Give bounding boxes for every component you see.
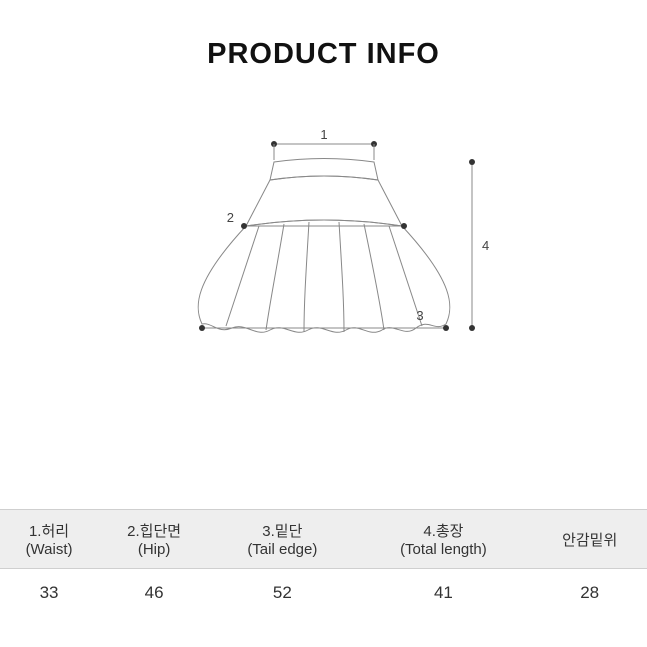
val-1: 46 (98, 569, 210, 618)
val-3: 41 (355, 569, 533, 618)
size-diagram: 1 2 3 4 (0, 122, 647, 362)
dim-3: 3 (199, 308, 449, 331)
pleat-3 (304, 222, 309, 332)
size-table-head: 1.허리 (Waist) 2.힙단면 (Hip) 3.밑단 (Tail edge… (0, 510, 647, 569)
pleat-4 (339, 222, 344, 332)
product-info-card: { "title": { "text": "PRODUCT INFO", "fo… (0, 0, 647, 647)
page-title: PRODUCT INFO (0, 0, 647, 71)
col-3-kr: 4.총장 (356, 520, 532, 541)
col-2-en: (Tail edge) (211, 541, 353, 558)
col-2-kr: 3.밑단 (211, 520, 353, 541)
lower-skirt (198, 220, 450, 332)
table-row: 33 46 52 41 28 (0, 569, 647, 618)
upper-skirt (246, 176, 402, 226)
col-2: 3.밑단 (Tail edge) (210, 510, 354, 569)
col-3-en: (Total length) (356, 541, 532, 558)
col-0-kr: 1.허리 (1, 520, 97, 541)
val-4: 28 (532, 569, 647, 618)
col-1-kr: 2.힙단면 (99, 520, 209, 541)
dim-3-label: 3 (416, 308, 423, 323)
skirt-outline (198, 159, 450, 333)
col-0: 1.허리 (Waist) (0, 510, 98, 569)
pleat-2 (266, 224, 284, 330)
val-2: 52 (210, 569, 354, 618)
col-3: 4.총장 (Total length) (355, 510, 533, 569)
dim-1-label: 1 (320, 127, 327, 142)
col-4: 안감밑위 (532, 510, 647, 569)
pleat-5 (364, 224, 384, 330)
waistband (270, 159, 378, 181)
col-4-kr: 안감밑위 (533, 529, 646, 550)
col-1-en: (Hip) (99, 541, 209, 558)
skirt-svg: 1 2 3 4 (154, 122, 494, 362)
measurements-table: 1.허리 (Waist) 2.힙단면 (Hip) 3.밑단 (Tail edge… (0, 509, 647, 617)
pleat-1 (226, 226, 259, 326)
val-0: 33 (0, 569, 98, 618)
dim-1: 1 (271, 127, 377, 160)
size-table: 1.허리 (Waist) 2.힙단면 (Hip) 3.밑단 (Tail edge… (0, 509, 647, 617)
size-table-body: 33 46 52 41 28 (0, 569, 647, 618)
dim-4: 4 (469, 159, 489, 331)
col-0-en: (Waist) (1, 541, 97, 558)
dim-4-label: 4 (482, 238, 489, 253)
dim-2: 2 (226, 210, 406, 229)
col-1: 2.힙단면 (Hip) (98, 510, 210, 569)
dim-2-label: 2 (226, 210, 233, 225)
